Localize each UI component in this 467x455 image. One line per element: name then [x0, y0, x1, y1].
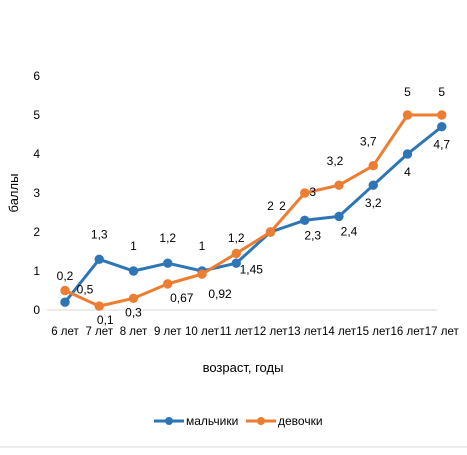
data-point: [300, 188, 310, 198]
data-label: 2,3: [304, 228, 321, 242]
y-tick-label: 2: [33, 225, 40, 239]
x-tick-label: 14 лет: [322, 326, 357, 338]
data-point: [368, 161, 378, 171]
data-point: [197, 269, 207, 279]
data-label: 0,92: [208, 287, 232, 301]
legend-label: девочки: [278, 414, 323, 428]
x-tick-label: 12 лет: [254, 326, 289, 338]
x-axis-label: возраст, годы: [203, 360, 284, 375]
data-label: 3,2: [365, 196, 382, 210]
x-tick-label: 9 лет: [154, 326, 182, 338]
legend-marker: [165, 417, 173, 425]
data-point: [128, 293, 139, 303]
data-label: 1,2: [159, 231, 176, 245]
data-label: 0,67: [170, 291, 194, 305]
data-point: [60, 285, 70, 296]
data-point: [163, 258, 173, 268]
data-point: [94, 254, 104, 264]
series-layer: 0,2 1,3 1 1,2 1 1,2 2 2,3 2,4 3,2 4 4,7 0,5 0,1 0,3 0,6…: [57, 85, 451, 327]
data-label: 1,3: [91, 227, 108, 241]
legend-item: мальчики: [154, 414, 238, 428]
x-tick-label: 7 лет: [85, 326, 113, 338]
data-point: [231, 248, 241, 259]
series-line: [63, 125, 443, 304]
data-label: 1,2: [228, 231, 245, 245]
data-point: [231, 258, 241, 268]
data-label: 1: [199, 239, 206, 253]
data-label: 1: [130, 239, 137, 253]
data-point: [368, 180, 378, 190]
x-axis-ticks: 6 лет 7 лет 8 лет 9 лет 10 лет 11 лет 12 лет 13…: [51, 326, 459, 338]
data-label: 0,1: [97, 313, 114, 327]
data-point: [163, 279, 173, 289]
x-tick-label: 15 лет: [356, 326, 391, 338]
data-point: [334, 180, 344, 190]
data-label: 4: [404, 165, 411, 179]
data-label: 0,2: [57, 269, 74, 283]
data-point: [94, 301, 104, 311]
data-point: [437, 110, 447, 120]
x-tick-label: 11 лет: [220, 326, 254, 338]
data-label: 0,5: [77, 283, 94, 297]
y-axis-label: баллы: [6, 174, 21, 213]
data-label: 2: [279, 199, 286, 213]
data-point: [402, 110, 413, 120]
legend: мальчики девочки: [154, 414, 323, 428]
data-label: 2: [267, 199, 274, 213]
y-tick-label: 6: [33, 69, 40, 83]
x-tick-label: 16 лет: [391, 326, 426, 338]
y-tick-label: 0: [33, 303, 40, 317]
data-label: 5: [438, 85, 445, 99]
y-tick-label: 3: [33, 186, 40, 200]
data-label: 2,4: [341, 224, 358, 238]
data-point: [128, 266, 139, 276]
data-point: [437, 122, 447, 132]
x-tick-label: 17 лет: [425, 326, 460, 338]
y-tick-label: 5: [33, 108, 40, 122]
data-point: [300, 215, 310, 226]
data-label: 5: [404, 85, 411, 99]
x-tick-label: 10 лет: [185, 326, 220, 338]
y-tick-label: 4: [33, 147, 40, 161]
data-label: 3,7: [360, 135, 377, 149]
legend-marker: [257, 417, 265, 425]
data-label: 4,7: [433, 138, 450, 152]
y-axis-ticks: 0 1 2 3 4 5 6: [33, 69, 40, 317]
data-label: 1,45: [240, 262, 264, 276]
data-point: [402, 149, 413, 159]
legend-label: мальчики: [186, 414, 238, 428]
data-label: 0,3: [125, 305, 142, 319]
series-line: [64, 113, 442, 308]
data-label: 3,2: [327, 154, 344, 168]
data-point: [60, 297, 70, 307]
series-girls: 0,5 0,1 0,3 0,67 0,92 1,45 2 3 3,2 3,7 5 5: [60, 85, 447, 327]
legend-item: девочки: [246, 414, 323, 428]
data-point: [265, 227, 276, 237]
x-tick-label: 6 лет: [51, 326, 79, 338]
data-point: [334, 211, 344, 222]
series-boys: 0,2 1,3 1 1,2 1 1,2 2 2,3 2,4 3,2 4 4,7: [57, 122, 450, 307]
x-tick-label: 8 лет: [120, 326, 148, 338]
data-label: 3: [309, 185, 316, 199]
x-tick-label: 13 лет: [288, 326, 323, 338]
y-tick-label: 1: [33, 264, 40, 278]
